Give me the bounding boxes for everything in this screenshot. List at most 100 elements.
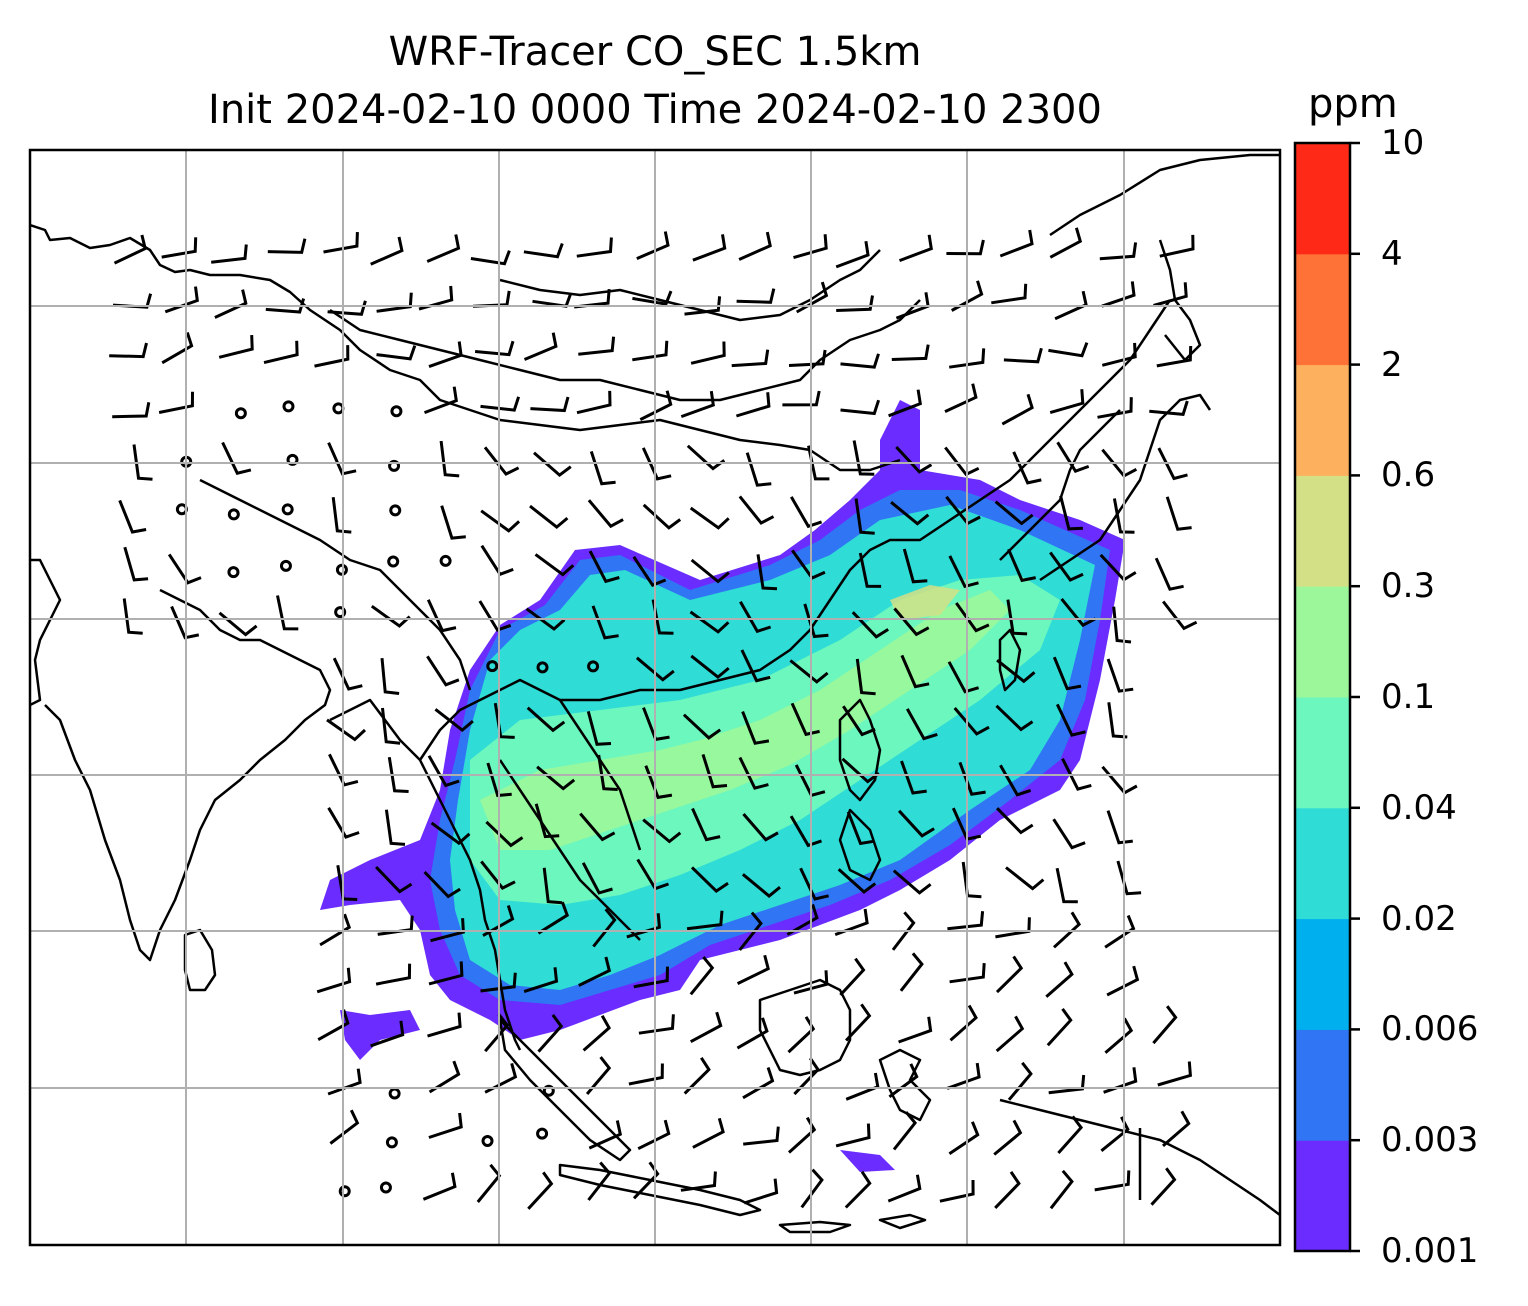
wind-barb <box>326 718 367 742</box>
wind-barb <box>1162 600 1198 631</box>
calm-wind-marker <box>279 559 292 572</box>
wind-barb <box>592 908 617 948</box>
wind-barb <box>122 598 143 635</box>
colorbar-band <box>1295 364 1350 476</box>
wind-barb <box>587 499 624 529</box>
wind-barb <box>585 1056 612 1095</box>
wind-barb <box>948 1121 980 1155</box>
wind-barb <box>112 402 151 419</box>
wind-barb <box>493 702 515 739</box>
wind-barb <box>384 809 406 846</box>
lat-lon-gridlines <box>30 150 1280 1245</box>
colorbar-band <box>1295 143 1350 255</box>
wind-barb <box>387 756 409 793</box>
wind-barb <box>597 754 618 791</box>
wind-barb <box>1052 911 1082 949</box>
wind-barb <box>478 600 512 632</box>
wind-barb <box>840 399 881 416</box>
calm-wind-marker <box>332 402 345 415</box>
coastline-sri-lanka <box>183 928 217 992</box>
coastline-sumatra <box>498 1018 632 1162</box>
wind-barb <box>836 295 874 312</box>
wind-barb <box>793 970 829 995</box>
wind-barb <box>995 955 1024 994</box>
colorbar-tick-label: 0.04 <box>1381 787 1457 828</box>
colorbar-tick-label: 0.006 <box>1381 1009 1479 1050</box>
colorbar-tick-label: 0.001 <box>1381 1231 1479 1271</box>
wind-barb <box>638 1014 675 1035</box>
wind-barb <box>1049 1169 1074 1210</box>
wind-barb <box>440 505 466 540</box>
calm-wind-marker <box>542 1084 555 1097</box>
wind-barb <box>888 389 922 418</box>
colorbar-band <box>1295 586 1350 698</box>
border-china-north <box>329 299 921 402</box>
wind-barb <box>1054 290 1088 321</box>
wind-barb <box>1106 810 1133 845</box>
wind-barb <box>1101 342 1137 367</box>
wind-barb <box>1006 599 1028 636</box>
wind-barb <box>958 761 986 796</box>
wind-barb <box>999 229 1034 258</box>
colorbar-band <box>1295 807 1350 920</box>
calm-wind-marker <box>234 407 247 420</box>
wind-barb <box>376 345 417 361</box>
wind-barb <box>332 657 363 691</box>
wind-barb <box>961 861 982 899</box>
wind-barb <box>537 901 570 935</box>
wind-barb <box>375 963 412 986</box>
calm-wind-marker <box>379 1181 392 1194</box>
wind-barb <box>888 1063 919 1099</box>
wind-barb <box>738 911 763 951</box>
wind-barb <box>581 862 613 895</box>
calm-wind-marker <box>389 504 402 517</box>
wind-barb <box>946 1062 981 1090</box>
wind-barb <box>686 910 724 931</box>
coastline-taiwan <box>998 628 1022 692</box>
colorbar-tick-label: 2 <box>1381 344 1403 385</box>
wind-barb <box>1007 548 1037 583</box>
wind-barb <box>947 661 980 694</box>
wind-barb <box>542 867 563 905</box>
wind-barb <box>132 444 153 481</box>
wind-barb <box>789 659 829 684</box>
wind-barb <box>323 232 359 254</box>
colorbar-unit-label: ppm <box>1308 81 1398 127</box>
wind-barb <box>947 911 985 931</box>
wind-barb <box>1099 242 1138 261</box>
calm-wind-marker <box>536 661 549 674</box>
wind-barb <box>380 657 400 695</box>
wind-barb <box>370 604 411 628</box>
wind-barb <box>684 296 722 316</box>
wind-barb <box>642 503 682 530</box>
wind-barb <box>328 753 359 787</box>
calm-wind-marker <box>385 1136 398 1149</box>
wind-barb <box>736 288 776 304</box>
wind-barb <box>439 440 460 478</box>
wind-barb <box>523 242 564 259</box>
wind-barb <box>1046 1008 1073 1047</box>
wind-barb <box>427 755 460 788</box>
wind-barb <box>641 447 672 481</box>
wind-barb <box>426 655 460 687</box>
wind-barb <box>791 549 826 580</box>
wind-barb <box>691 807 721 842</box>
wind-barb <box>1157 1061 1192 1087</box>
wind-barb <box>686 444 726 471</box>
wind-barb <box>689 506 730 530</box>
wind-barb <box>743 1126 780 1146</box>
wind-barb <box>1154 557 1184 591</box>
wind-barb <box>635 656 675 682</box>
wind-barb <box>1012 451 1042 485</box>
wind-barb <box>949 1004 978 1042</box>
wind-barb <box>1101 765 1138 795</box>
calm-wind-marker <box>439 554 452 567</box>
wind-barb <box>632 340 669 362</box>
colorbar-tick-label: 0.3 <box>1381 566 1436 607</box>
wind-barb <box>1094 1170 1131 1192</box>
wind-barb <box>1045 961 1074 998</box>
wind-barb <box>905 708 938 741</box>
colorbar-band <box>1295 1140 1350 1252</box>
map-frame <box>28 148 1282 1247</box>
coastline-new-guinea <box>999 1098 1280 1216</box>
